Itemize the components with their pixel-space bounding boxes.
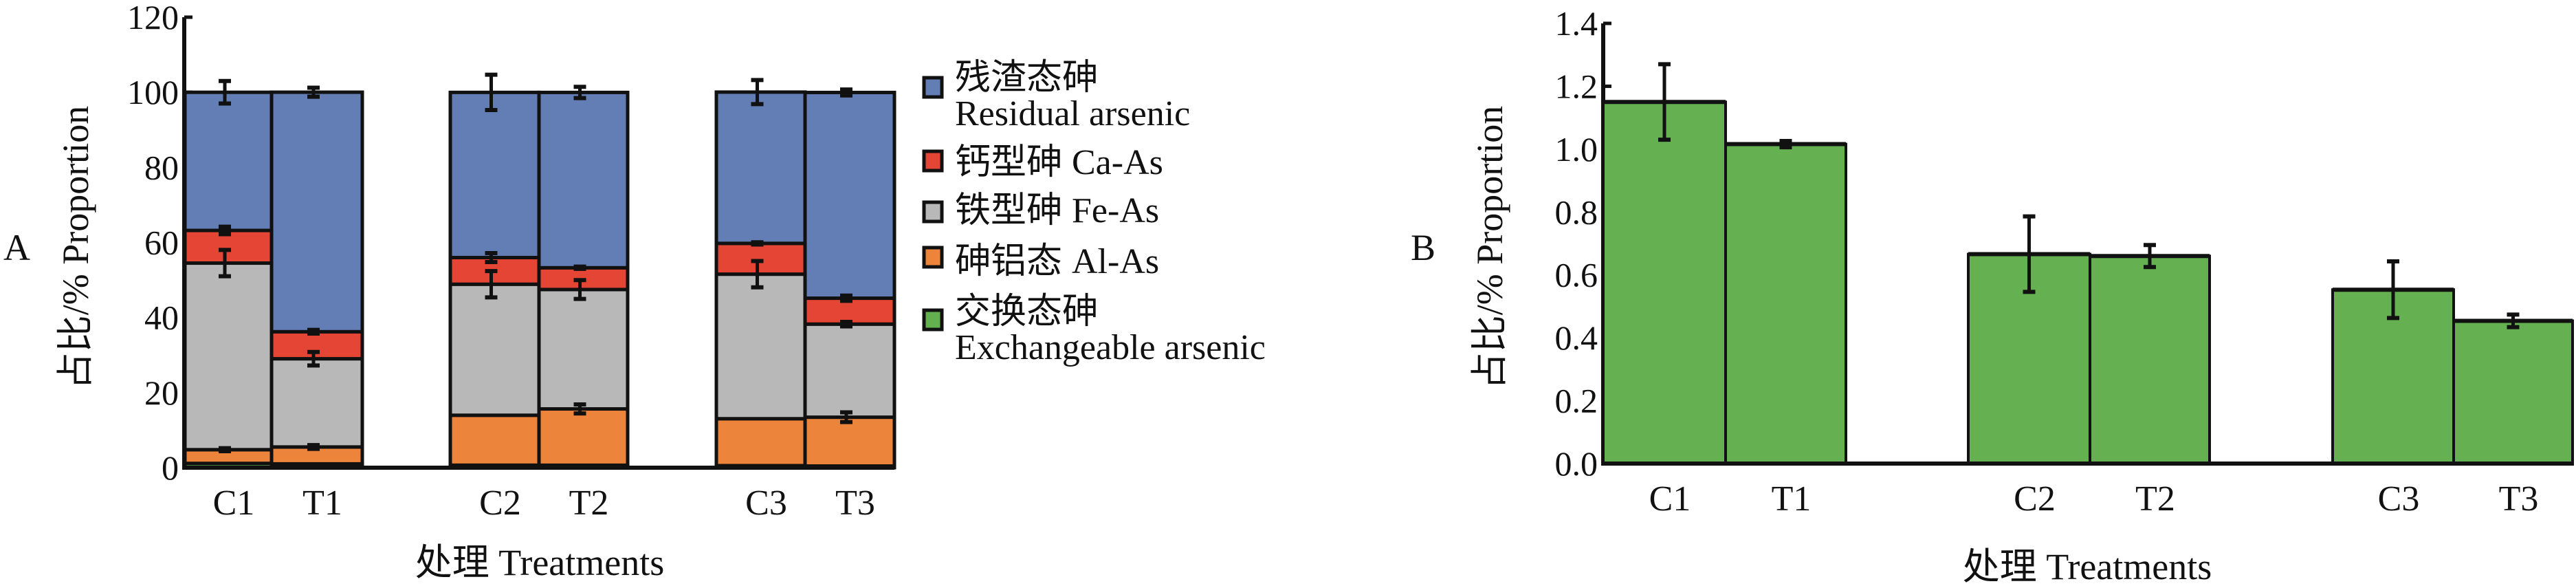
bar-segment-C2-al-as — [448, 413, 541, 467]
bar-segment-T3-residual-arsenic — [803, 90, 896, 301]
y-tick-label: 120 — [127, 0, 179, 36]
x-tick-label: T1 — [1772, 479, 1812, 519]
legend-label-cn: 交换态砷 — [955, 292, 1098, 332]
y-tick-label: 0.6 — [1555, 256, 1598, 294]
y-tick-label: 1.2 — [1555, 67, 1598, 105]
x-tick-label: C1 — [213, 484, 255, 523]
y-axis-title-a: 占比/% Proportion — [55, 106, 96, 390]
bar-segment-T2-al-as — [537, 407, 630, 467]
legend-swatch — [922, 149, 944, 173]
legend-label-en: Al-As — [1072, 242, 1159, 281]
bar-segment-T1-residual-arsenic — [269, 90, 364, 334]
panel-label-b: B — [1411, 227, 1435, 268]
y-tick-label: 0.4 — [1555, 318, 1598, 357]
legend-label-cn: 砷铝态 — [955, 242, 1062, 281]
bar-segment-T2-fe-as — [537, 287, 630, 411]
bar-T2 — [2089, 254, 2211, 465]
y-tick-label: 0.8 — [1555, 193, 1598, 231]
legend-swatch — [922, 76, 944, 99]
x-axis-title-b: 处理 Treatments — [1963, 546, 2212, 586]
bar-segment-C2-residual-arsenic — [448, 90, 541, 259]
bar-segment-C2-fe-as — [448, 282, 541, 417]
bar-segment-T2-residual-arsenic — [537, 90, 630, 270]
x-tick-label: C2 — [479, 484, 521, 523]
bar-segment-T1-fe-as — [269, 357, 364, 449]
bar-T3 — [2452, 319, 2574, 466]
y-tick-label: 0.2 — [1555, 382, 1598, 420]
bar-segment-C3-al-as — [714, 417, 807, 468]
x-tick-label: T2 — [569, 484, 609, 523]
panel-label-a: A — [3, 227, 30, 268]
x-tick-label: C3 — [2378, 479, 2420, 519]
chart-a-stacked-bar: A 占比/% Proportion 处理 Treatments 残渣态砷Resi… — [3, 0, 1266, 583]
legend-label-cn: 残渣态砷 — [955, 58, 1098, 98]
legend-label-cn: 铁型砷 — [955, 191, 1062, 230]
bar-segment-C3-fe-as — [714, 272, 807, 421]
bar-segment-T1-al-as — [269, 445, 364, 466]
x-axis-title-a: 处理 Treatments — [415, 542, 665, 583]
y-tick-label: 1.4 — [1555, 4, 1598, 43]
bar-segment-T3-al-as — [803, 415, 896, 468]
error-bars — [219, 72, 852, 453]
y-tick-label: 40 — [144, 299, 179, 337]
legend-label-en: Exchangeable arsenic — [955, 328, 1266, 367]
y-tick-label: 80 — [144, 148, 179, 186]
bar-segment-T1-ca-as — [269, 329, 364, 361]
x-tick-label: C3 — [745, 484, 787, 523]
x-tick-label: T3 — [835, 484, 875, 523]
y-tick-label: 0.0 — [1555, 444, 1598, 483]
legend-swatch — [922, 200, 944, 224]
x-tick-label: C1 — [1649, 479, 1691, 519]
bar-T1 — [1724, 142, 1847, 466]
bar-segment-C3-residual-arsenic — [714, 90, 807, 246]
y-tick-label: 60 — [144, 224, 179, 262]
bar-segment-T3-fe-as — [803, 322, 896, 420]
bar-segment-C1-residual-arsenic — [183, 90, 274, 232]
x-tick-label: T1 — [302, 484, 342, 523]
legend-label-en: Residual arsenic — [955, 94, 1190, 133]
legend-label-cn: 钙型砷 — [955, 143, 1062, 182]
legend-label-en: Fe-As — [1072, 191, 1159, 230]
legend-label-en: Ca-As — [1072, 143, 1163, 182]
chart-b-bar: B 占比/% Proportion 处理 Treatments 0.0 0.2 0.… — [1411, 4, 2574, 586]
legend-swatch — [922, 246, 944, 269]
y-tick-label: 1.0 — [1555, 130, 1598, 169]
y-tick-label: 20 — [144, 373, 179, 412]
y-axis-title-b: 占比/% Proportion — [1469, 106, 1510, 390]
bar-segment-C3-ca-as — [714, 241, 807, 276]
bar-segment-C1-fe-as — [183, 261, 274, 452]
x-tick-label: T3 — [2499, 479, 2539, 519]
y-tick-label: 0 — [162, 448, 179, 487]
x-tick-label: C2 — [2014, 479, 2056, 519]
bar-C1 — [1602, 100, 1727, 466]
legend-swatch — [922, 308, 944, 332]
x-tick-label: T2 — [2135, 479, 2175, 519]
y-tick-label: 100 — [127, 73, 179, 111]
